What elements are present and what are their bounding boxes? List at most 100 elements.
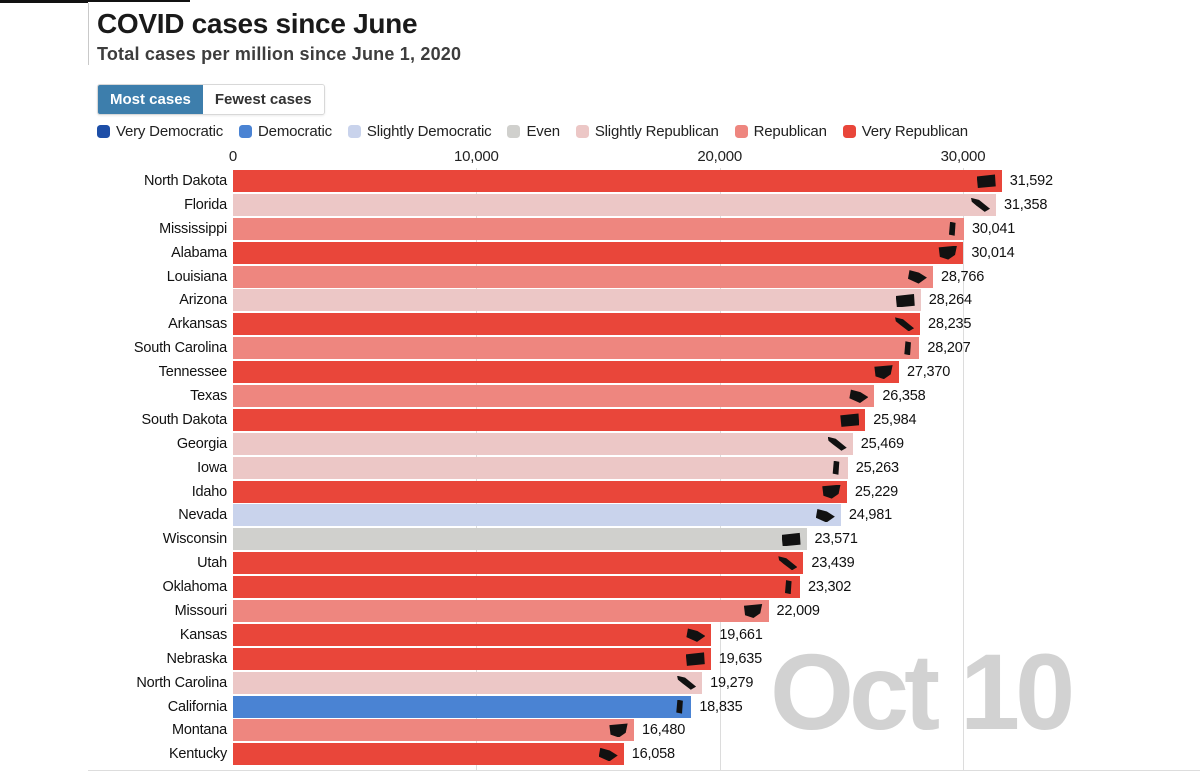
value-label: 22,009 <box>776 603 820 620</box>
state-bar <box>233 647 711 670</box>
date-watermark: Oct 10 <box>770 631 1075 752</box>
state-bar <box>233 241 964 264</box>
gridline <box>963 168 964 770</box>
state-label: Oklahoma <box>162 579 228 596</box>
state-bar <box>233 456 848 479</box>
value-label: 28,766 <box>940 268 985 285</box>
legend-label: Republican <box>753 123 827 140</box>
state-label: Nebraska <box>166 650 228 667</box>
state-bar <box>233 695 692 718</box>
state-bar <box>233 719 634 742</box>
x-axis-tick-label: 30,000 <box>940 148 986 165</box>
value-label: 26,358 <box>882 388 926 405</box>
state-bar <box>233 743 624 766</box>
legend-swatch-icon <box>734 125 748 138</box>
bar-chart: North Dakota 31,592 Florida 31,358 Mississip… <box>0 170 1200 767</box>
state-label: Iowa <box>197 459 227 476</box>
value-label: 30,014 <box>971 244 1015 261</box>
legend-label: Democratic <box>258 123 332 140</box>
state-label: Utah <box>197 555 227 572</box>
state-bar <box>233 480 847 503</box>
state-label: Idaho <box>191 483 227 500</box>
state-bar <box>233 504 841 527</box>
bottom-divider <box>88 770 1200 771</box>
state-silhouette-icon <box>784 580 792 595</box>
state-silhouette-icon <box>822 484 841 499</box>
bar-row: Wisconsin 23,571 <box>0 528 1200 551</box>
state-bar <box>233 289 921 312</box>
bar-row: Mississippi 30,041 <box>0 217 1200 240</box>
state-bar <box>233 576 800 599</box>
state-silhouette-icon <box>907 270 927 284</box>
state-label: Tennessee <box>158 364 228 381</box>
state-label: Kansas <box>179 626 227 643</box>
state-label: Arizona <box>179 292 227 309</box>
legend-item: Slightly Republican <box>575 123 719 140</box>
bar-row: Oklahoma 23,302 <box>0 576 1200 599</box>
legend-swatch-icon <box>842 125 856 138</box>
legend-label: Very Democratic <box>116 123 224 140</box>
state-bar <box>233 408 866 431</box>
state-silhouette-icon <box>895 317 915 332</box>
value-label: 19,635 <box>718 650 762 667</box>
window-edge-line <box>0 0 190 2</box>
state-bar <box>233 552 804 575</box>
bar-row: Iowa 25,263 <box>0 456 1200 479</box>
state-silhouette-icon <box>832 460 840 475</box>
legend-item: Very Democratic <box>97 123 223 140</box>
state-silhouette-icon <box>948 221 956 236</box>
state-label: Alabama <box>171 244 227 261</box>
bar-row: Georgia 25,469 <box>0 432 1200 455</box>
state-silhouette-icon <box>895 294 915 308</box>
state-silhouette-icon <box>686 628 706 642</box>
state-label: Mississippi <box>159 220 227 237</box>
state-silhouette-icon <box>874 365 893 380</box>
legend-label: Slightly Republican <box>594 123 719 140</box>
state-silhouette-icon <box>938 245 957 260</box>
state-silhouette-icon <box>840 413 860 427</box>
legend-item: Even <box>507 123 560 140</box>
state-silhouette-icon <box>778 556 798 571</box>
state-bar <box>233 217 964 240</box>
state-silhouette-icon <box>976 174 996 188</box>
page-subtitle: Total cases per million since June 1, 20… <box>97 44 462 64</box>
state-silhouette-icon <box>781 532 801 547</box>
value-label: 19,661 <box>719 626 763 643</box>
state-bar <box>233 432 853 455</box>
state-silhouette-icon <box>685 652 705 666</box>
x-axis-tick-label: 0 <box>228 148 238 165</box>
bar-row: California 18,835 <box>0 695 1200 718</box>
bar-row: North Dakota 31,592 <box>0 170 1200 192</box>
legend-swatch-icon <box>347 125 361 138</box>
value-label: 30,041 <box>971 220 1016 237</box>
bar-row: Nevada 24,981 <box>0 504 1200 527</box>
value-label: 23,302 <box>808 579 852 596</box>
state-silhouette-icon <box>676 699 683 714</box>
state-label: North Dakota <box>143 173 227 189</box>
legend-item: Slightly Democratic <box>347 123 492 140</box>
legend-swatch-icon <box>239 125 253 138</box>
state-bar <box>233 313 921 336</box>
bar-row: Florida 31,358 <box>0 193 1200 216</box>
state-label: Wisconsin <box>162 531 227 548</box>
state-silhouette-icon <box>904 341 911 356</box>
legend-item: Very Republican <box>842 123 968 140</box>
bar-row: Tennessee 27,370 <box>0 361 1200 384</box>
value-label: 23,439 <box>811 555 855 572</box>
state-label: Arkansas <box>168 316 227 333</box>
bar-row: South Carolina 28,207 <box>0 337 1200 360</box>
state-silhouette-icon <box>677 675 697 690</box>
value-label: 16,480 <box>642 722 686 739</box>
bar-row: Texas 26,358 <box>0 385 1200 408</box>
state-label: Montana <box>171 722 227 739</box>
state-label: Georgia <box>176 435 227 452</box>
value-label: 25,469 <box>860 435 904 452</box>
tab-fewest-cases[interactable]: Fewest cases <box>202 85 324 114</box>
bar-row: Alabama 30,014 <box>0 241 1200 264</box>
state-silhouette-icon <box>598 747 618 762</box>
legend-item: Democratic <box>239 123 332 140</box>
tab-most-cases[interactable]: Most cases <box>98 85 203 114</box>
value-label: 16,058 <box>631 746 675 763</box>
bar-row: North Carolina 19,279 <box>0 671 1200 694</box>
state-label: Florida <box>184 196 227 213</box>
